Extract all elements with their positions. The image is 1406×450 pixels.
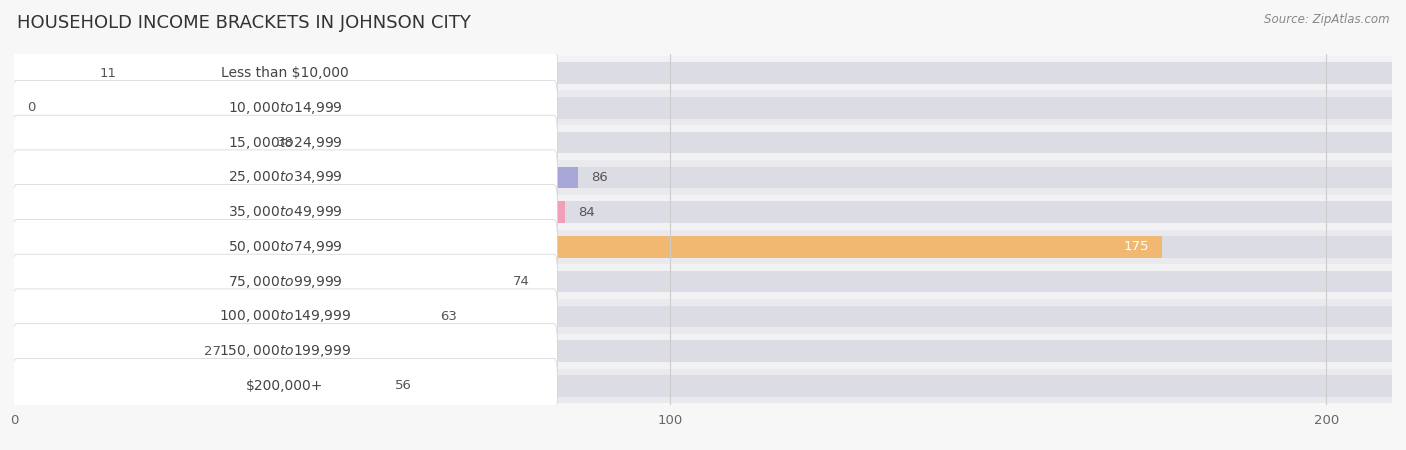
Text: 84: 84 bbox=[578, 206, 595, 219]
Text: $100,000 to $149,999: $100,000 to $149,999 bbox=[219, 308, 352, 324]
Bar bbox=[14, 306, 1392, 327]
Text: $50,000 to $74,999: $50,000 to $74,999 bbox=[228, 239, 343, 255]
Bar bbox=[14, 125, 1392, 160]
Bar bbox=[14, 271, 1392, 292]
Text: $150,000 to $199,999: $150,000 to $199,999 bbox=[219, 343, 352, 359]
Text: 38: 38 bbox=[277, 136, 294, 149]
FancyBboxPatch shape bbox=[13, 45, 557, 100]
Bar bbox=[14, 90, 1392, 125]
Text: 56: 56 bbox=[395, 379, 412, 392]
Text: 11: 11 bbox=[100, 67, 117, 80]
Bar bbox=[14, 236, 1392, 258]
Bar bbox=[14, 63, 1392, 84]
Bar bbox=[14, 340, 191, 362]
Text: 63: 63 bbox=[440, 310, 457, 323]
Text: 74: 74 bbox=[513, 275, 530, 288]
Bar bbox=[14, 166, 1392, 188]
Bar bbox=[14, 375, 1392, 396]
Bar bbox=[14, 56, 1392, 90]
Bar bbox=[14, 264, 1392, 299]
Bar bbox=[14, 166, 578, 188]
Text: $75,000 to $99,999: $75,000 to $99,999 bbox=[228, 274, 343, 290]
Bar bbox=[14, 132, 263, 153]
Text: $25,000 to $34,999: $25,000 to $34,999 bbox=[228, 169, 343, 185]
Bar bbox=[14, 132, 1392, 153]
Text: 86: 86 bbox=[592, 171, 609, 184]
Text: HOUSEHOLD INCOME BRACKETS IN JOHNSON CITY: HOUSEHOLD INCOME BRACKETS IN JOHNSON CIT… bbox=[17, 14, 471, 32]
Bar bbox=[14, 299, 1392, 334]
FancyBboxPatch shape bbox=[13, 359, 557, 414]
FancyBboxPatch shape bbox=[13, 220, 557, 274]
FancyBboxPatch shape bbox=[13, 184, 557, 239]
Text: 27: 27 bbox=[204, 345, 221, 358]
Text: $15,000 to $24,999: $15,000 to $24,999 bbox=[228, 135, 343, 151]
Bar bbox=[14, 236, 1163, 258]
Text: Less than $10,000: Less than $10,000 bbox=[221, 66, 349, 80]
Bar bbox=[14, 369, 1392, 403]
Bar bbox=[14, 201, 565, 223]
Bar bbox=[14, 63, 86, 84]
FancyBboxPatch shape bbox=[13, 289, 557, 344]
Bar bbox=[14, 306, 427, 327]
Bar bbox=[14, 97, 1392, 119]
FancyBboxPatch shape bbox=[13, 150, 557, 205]
Text: $35,000 to $49,999: $35,000 to $49,999 bbox=[228, 204, 343, 220]
Bar bbox=[14, 195, 1392, 230]
Bar bbox=[14, 201, 1392, 223]
Bar bbox=[14, 375, 381, 396]
FancyBboxPatch shape bbox=[13, 324, 557, 378]
FancyBboxPatch shape bbox=[13, 81, 557, 135]
Bar bbox=[14, 271, 499, 292]
FancyBboxPatch shape bbox=[13, 115, 557, 170]
Bar bbox=[14, 230, 1392, 264]
Text: $10,000 to $14,999: $10,000 to $14,999 bbox=[228, 100, 343, 116]
Bar bbox=[14, 160, 1392, 195]
FancyBboxPatch shape bbox=[13, 254, 557, 309]
Bar bbox=[14, 334, 1392, 369]
Bar bbox=[14, 340, 1392, 362]
Text: Source: ZipAtlas.com: Source: ZipAtlas.com bbox=[1264, 14, 1389, 27]
Text: 175: 175 bbox=[1123, 240, 1149, 253]
Text: $200,000+: $200,000+ bbox=[246, 379, 323, 393]
Text: 0: 0 bbox=[27, 101, 35, 114]
